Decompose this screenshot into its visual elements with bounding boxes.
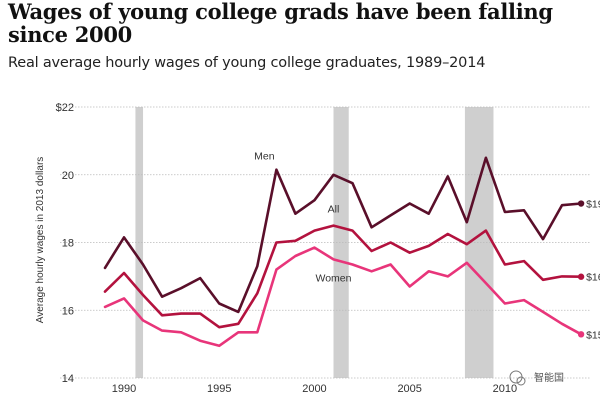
end-label-women: $15.29 (586, 329, 600, 341)
end-label-all: $16.99 (586, 272, 600, 284)
x-tick-labels: 1990 1995 2000 2005 2010 (112, 383, 517, 395)
grid-lines (60, 106, 590, 379)
series-end-markers (577, 200, 585, 338)
series-name-men: Men (254, 151, 275, 163)
watermark: 智能国 (509, 370, 564, 386)
chart-title: Wages of young college grads have been f… (8, 0, 553, 47)
chart-subtitle: Real average hourly wages of young colle… (8, 55, 486, 71)
wechat-icon-dot (516, 376, 526, 386)
y-tick-label-22: $22 (56, 102, 74, 114)
series-line-men (103, 156, 583, 314)
end-point-men (577, 200, 585, 207)
x-tick-label-1990: 1990 (112, 383, 136, 395)
series-line-women (103, 246, 583, 348)
x-tick-label-2010: 2010 (493, 383, 517, 395)
y-tick-label-14: 14 (62, 373, 74, 385)
end-point-women (577, 331, 585, 338)
x-tick-label-2005: 2005 (397, 383, 421, 395)
end-label-men: $19.15 (586, 199, 600, 211)
x-tick-label-1995: 1995 (207, 383, 231, 395)
y-tick-labels: 14 16 18 20 $22 (56, 102, 74, 385)
y-tick-label-16: 16 (62, 305, 74, 317)
series-line-all (103, 224, 583, 329)
series-name-women: Women (316, 272, 352, 284)
y-tick-label-18: 18 (62, 238, 74, 250)
y-axis-label: Average hourly wages in 2013 dollars (35, 157, 46, 324)
series-lines (103, 156, 583, 348)
x-tick-label-2000: 2000 (302, 383, 326, 395)
y-tick-label-20: 20 (62, 170, 74, 182)
end-point-all (577, 273, 585, 280)
series-labels: $19.15 Men $16.99 All $15.29 Women (254, 151, 600, 342)
series-name-all: All (328, 204, 340, 216)
watermark-text: 智能国 (534, 371, 564, 384)
